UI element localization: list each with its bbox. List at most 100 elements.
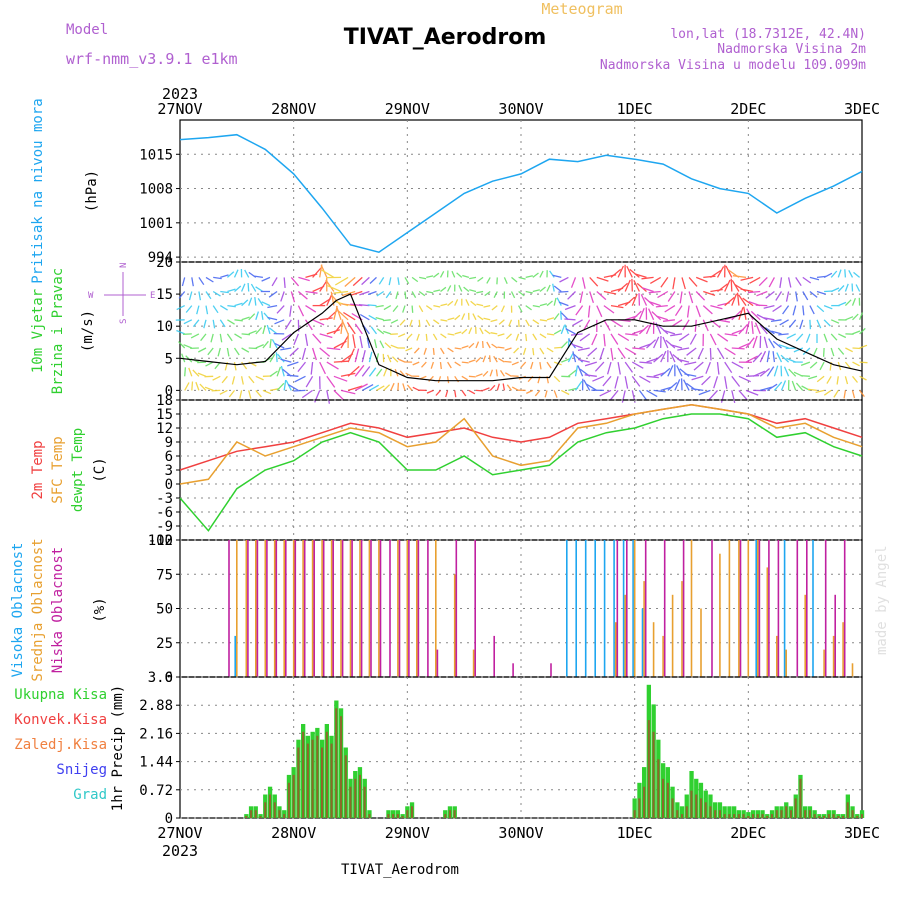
wind-barb	[617, 265, 624, 278]
precip_conv-bar	[766, 816, 769, 818]
wind-barb	[178, 291, 186, 299]
wind-barb	[176, 329, 185, 335]
wind-barb	[546, 300, 553, 307]
wind-barb	[809, 319, 812, 330]
wind-barb	[248, 347, 258, 350]
wind-barb	[709, 347, 712, 361]
wind-barb	[367, 304, 377, 307]
precip_conv-bar	[780, 810, 783, 818]
wind-barb	[764, 327, 775, 335]
wind-barb	[743, 306, 747, 320]
pressure-panel: 994 1001 1008 1015	[139, 119, 863, 266]
wind-barb	[596, 276, 609, 282]
wind-barb	[499, 370, 505, 377]
wind-barb	[553, 329, 562, 335]
wind-barb	[830, 287, 840, 293]
wind-barb	[572, 319, 583, 327]
wind-barb	[268, 327, 278, 335]
wind-barb	[368, 314, 377, 321]
wind-barb	[553, 390, 558, 398]
wind-barb	[859, 375, 867, 381]
wind-barb	[497, 346, 505, 349]
wind-barb	[669, 350, 676, 363]
wind-barb	[359, 335, 363, 349]
wind-barb	[326, 390, 331, 404]
wind-barb	[525, 333, 528, 342]
wind-barb	[802, 347, 811, 356]
wind-barb	[631, 375, 641, 387]
wind-barb	[489, 384, 496, 391]
precip_conv-bar	[681, 814, 684, 818]
wind-barb	[297, 305, 305, 317]
precip-title-grad: Grad	[73, 787, 107, 803]
wind-barb	[447, 347, 454, 353]
wind-barb	[336, 309, 349, 321]
wind-barb	[484, 329, 491, 335]
wind-barb	[614, 376, 619, 389]
cloud-title-mid: Srednja Oblacnost	[30, 538, 46, 681]
wind-barb	[475, 356, 482, 363]
wind-barb	[782, 305, 790, 315]
wind-barb	[354, 323, 363, 335]
wind-barb	[491, 343, 498, 349]
time-tick-label: 29NOV	[385, 100, 430, 118]
temp-title-dewpt: dewpt Temp	[70, 428, 86, 512]
wind-barb	[188, 291, 193, 301]
wind-barb	[333, 389, 345, 401]
wind-barb	[539, 286, 546, 293]
wind-barb	[482, 387, 490, 392]
y-tick-label: -6	[156, 505, 173, 521]
wind-barb	[752, 370, 766, 377]
wind-barb	[183, 344, 193, 349]
precip_conv-bar	[292, 774, 295, 818]
model-elevation-text: Nadmorska Visina u modelu 109.099m	[600, 58, 866, 73]
precip_conv-bar	[818, 816, 821, 818]
wind-barb	[321, 269, 335, 278]
cloud-title-high: Visoka Oblacnost	[10, 543, 26, 678]
wind-barb	[617, 333, 630, 342]
precip_conv-bar	[714, 810, 717, 818]
wind-barb	[195, 381, 200, 391]
wind-barb	[340, 389, 356, 395]
wind-barb	[845, 347, 853, 353]
wind-barb	[498, 319, 505, 325]
wind-barb	[816, 319, 822, 329]
wind-barb	[347, 348, 355, 363]
precip_total-bar	[722, 806, 727, 819]
wind-barb	[710, 304, 723, 310]
wind-barb	[745, 355, 758, 363]
wind-barb	[368, 351, 373, 363]
wind-barb	[447, 333, 455, 336]
wind-barb	[181, 277, 186, 287]
wind-barb	[267, 304, 278, 309]
wind-barb	[682, 319, 690, 331]
wind-barb	[397, 277, 400, 286]
precip_conv-bar	[775, 810, 778, 818]
wind-barb	[518, 305, 523, 313]
wind-barb	[220, 274, 229, 279]
wind-barb	[783, 366, 790, 377]
wind-barb	[297, 361, 307, 373]
wind-barb	[525, 305, 532, 311]
wind-barb	[497, 333, 505, 337]
wind-barb	[274, 342, 285, 349]
wind-barb	[653, 389, 666, 393]
wind-barb	[657, 290, 669, 299]
wind-barb	[745, 337, 755, 349]
wind-barb	[269, 370, 278, 377]
wind-barb	[592, 375, 605, 382]
precip_conv-bar	[354, 778, 357, 818]
wind-barb	[196, 305, 200, 315]
wind-barb	[341, 290, 356, 297]
wind-barb	[816, 290, 826, 295]
wind-barb	[426, 290, 434, 294]
wind-barb	[656, 315, 669, 321]
wind-barb	[689, 333, 697, 345]
wind-barb	[660, 350, 667, 363]
wind-barb	[591, 333, 598, 346]
wind-barb	[454, 361, 461, 367]
wind-barb	[603, 305, 615, 314]
wind-barb	[212, 305, 219, 314]
wind-barb	[745, 389, 759, 396]
wind-barb	[267, 316, 278, 321]
